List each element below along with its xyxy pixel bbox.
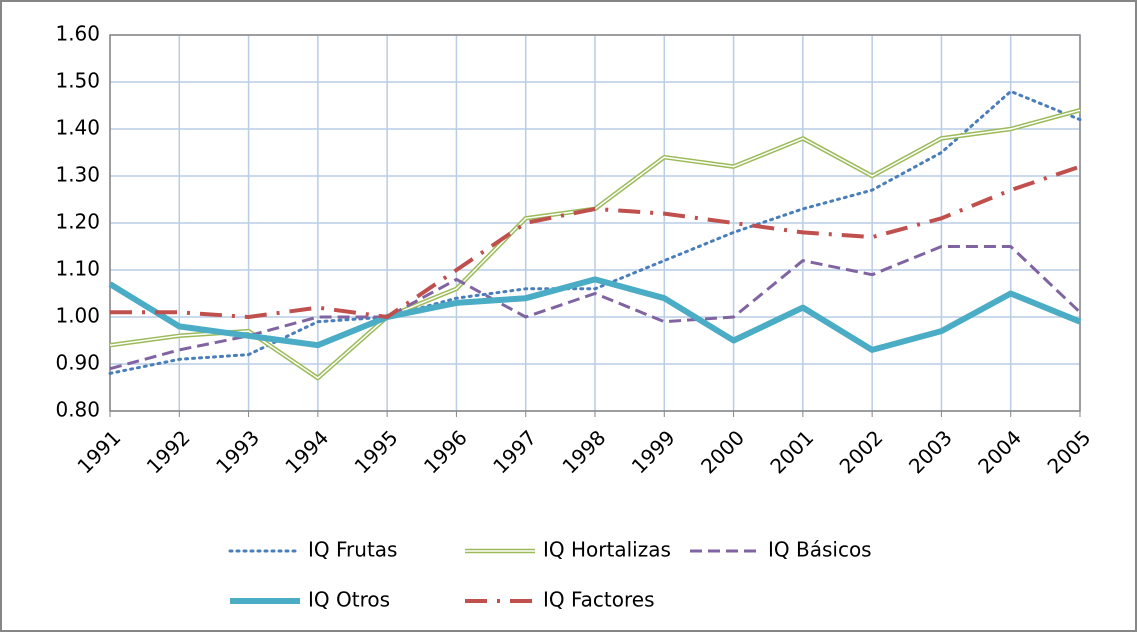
legend-label: IQ Factores	[543, 588, 655, 612]
series-line	[109, 245, 1082, 371]
series-line	[108, 276, 1082, 353]
legend-label: IQ Hortalizas	[543, 538, 671, 562]
legend-label: IQ Básicos	[768, 538, 872, 562]
y-tick-label: 1.10	[55, 257, 100, 281]
series-line	[110, 164, 1081, 319]
y-tick-label: 0.80	[55, 398, 100, 422]
legend-label: IQ Otros	[308, 588, 390, 612]
series-line	[108, 89, 1082, 375]
y-tick-label: 1.30	[55, 163, 100, 187]
y-tick-label: 1.00	[55, 304, 100, 328]
y-tick-label: 1.40	[55, 116, 100, 140]
y-tick-label: 1.50	[55, 69, 100, 93]
y-tick-label: 0.90	[55, 351, 100, 375]
y-tick-label: 1.20	[55, 210, 100, 234]
y-tick-label: 1.60	[55, 22, 100, 46]
plot-area	[109, 34, 1081, 412]
legend-label: IQ Frutas	[308, 538, 397, 562]
